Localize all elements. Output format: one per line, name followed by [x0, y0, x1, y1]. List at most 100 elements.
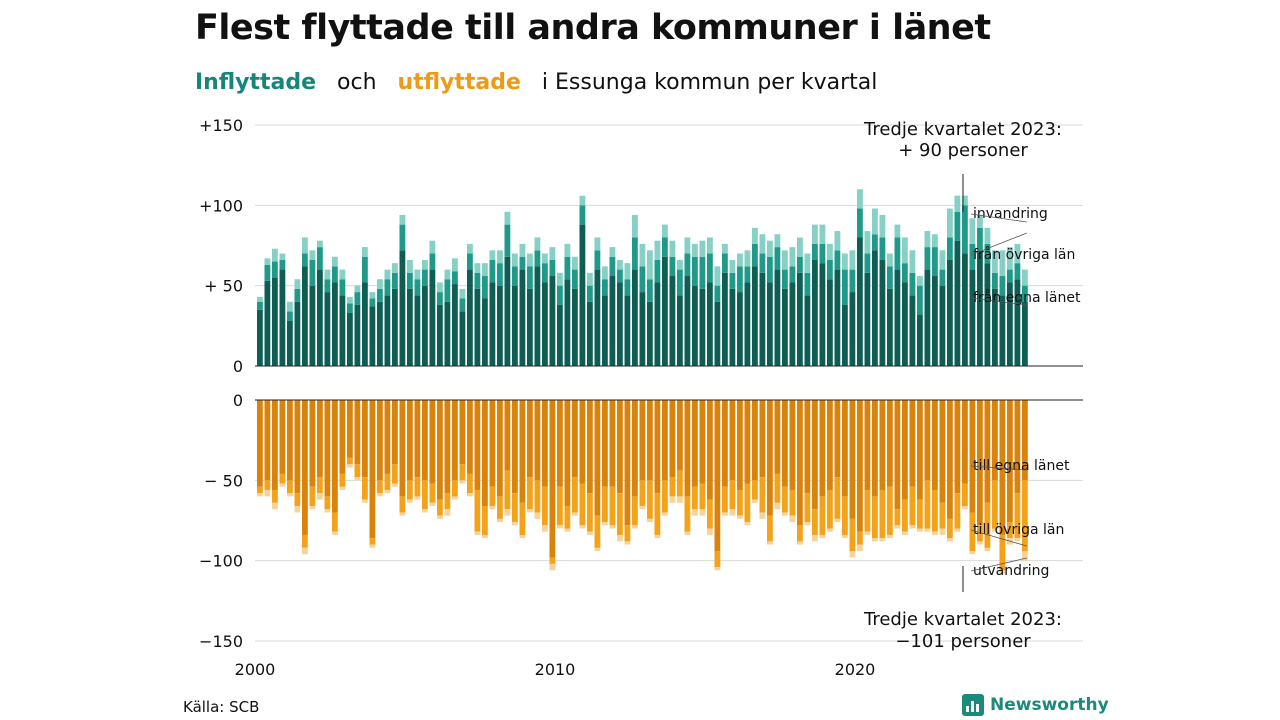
bar-out-segment	[879, 538, 886, 542]
bar-in-segment	[849, 292, 856, 366]
bar-in-segment	[834, 231, 841, 251]
bar-in-segment	[662, 237, 668, 257]
bar-out-segment	[257, 493, 263, 497]
bar-in-segment	[279, 269, 286, 366]
bar-in-segment	[902, 263, 908, 283]
bar-in-segment	[654, 282, 661, 366]
bar-out-segment	[632, 400, 638, 497]
bar-in-segment	[414, 279, 421, 296]
bar-out-segment	[1014, 493, 1021, 539]
bar-in-segment	[662, 256, 668, 366]
bar-out-segment	[474, 531, 481, 535]
bar-out-segment	[287, 493, 293, 497]
bar-in-segment	[969, 243, 976, 270]
bar-out-segment	[692, 400, 698, 487]
bar-in-segment	[609, 247, 616, 257]
bar-out-segment	[602, 400, 608, 487]
bar-in-segment	[984, 263, 991, 366]
bar-in-segment	[467, 269, 473, 366]
bar-in-segment	[677, 269, 683, 296]
bar-out-segment	[594, 515, 601, 548]
brand-name: Newsworthy	[990, 695, 1109, 715]
bar-in-segment	[887, 266, 893, 289]
bar-out-segment	[557, 400, 563, 487]
bar-in-segment	[707, 253, 713, 283]
bar-in-segment	[857, 208, 863, 238]
bar-in-segment	[774, 234, 781, 248]
bar-in-segment	[602, 279, 608, 296]
bar-out-segment	[354, 477, 361, 481]
bar-in-segment	[984, 227, 991, 244]
bar-out-segment	[324, 400, 331, 497]
bar-out-segment	[774, 502, 781, 510]
bar-in-segment	[842, 304, 848, 366]
bar-out-segment	[947, 518, 953, 539]
bar-in-segment	[399, 214, 406, 225]
bar-out-segment	[579, 400, 586, 484]
bar-out-segment	[894, 509, 901, 526]
bar-in-segment	[324, 292, 331, 366]
bar-out-segment	[932, 400, 938, 490]
bar-out-segment	[504, 509, 511, 516]
brand[interactable]: Newsworthy	[962, 694, 1109, 716]
bar-out-segment	[939, 528, 946, 535]
bar-out-segment	[512, 522, 518, 526]
bar-out-segment	[549, 400, 556, 558]
bar-out-segment	[302, 400, 308, 535]
bar-in-segment	[399, 224, 406, 251]
bar-out-segment	[872, 538, 878, 542]
bar-in-segment	[272, 277, 278, 366]
bar-out-segment	[437, 499, 443, 516]
bar-out-segment	[677, 470, 683, 497]
bar-out-segment	[722, 486, 728, 513]
bar-out-segment	[969, 512, 976, 552]
bar-in-segment	[617, 282, 623, 366]
bar-out-segment	[977, 400, 983, 526]
bar-out-segment	[572, 477, 578, 513]
bar-in-segment	[1022, 269, 1028, 286]
bar-in-segment	[932, 276, 938, 366]
bar-in-segment	[339, 295, 346, 366]
series-label-leader	[970, 213, 1027, 223]
bar-in-segment	[504, 211, 511, 225]
bar-in-segment	[534, 250, 541, 267]
bar-out-segment	[459, 400, 466, 465]
bar-in-segment	[954, 211, 961, 241]
bar-in-segment	[669, 240, 676, 257]
bar-out-segment	[279, 483, 286, 487]
bar-in-segment	[459, 298, 466, 312]
bar-out-segment	[827, 489, 833, 529]
bar-in-segment	[302, 253, 308, 267]
bar-in-segment	[527, 253, 533, 267]
bar-out-segment	[309, 486, 316, 507]
bar-in-segment	[362, 256, 368, 283]
bar-out-segment	[639, 506, 646, 510]
bar-out-segment	[272, 400, 278, 490]
bar-out-segment	[414, 400, 421, 478]
bar-in-segment	[774, 269, 781, 366]
bar-out-segment	[407, 499, 413, 503]
bar-in-segment	[932, 234, 938, 248]
bar-in-segment	[782, 250, 788, 270]
bar-out-segment	[489, 400, 496, 487]
bar-out-segment	[992, 480, 998, 529]
bar-in-segment	[1007, 247, 1013, 270]
bar-in-segment	[789, 247, 796, 267]
bar-out-segment	[324, 496, 331, 510]
bar-in-segment	[744, 250, 751, 267]
bar-out-segment	[759, 400, 766, 478]
bar-out-segment	[692, 486, 698, 510]
bar-in-segment	[332, 266, 338, 283]
bar-in-segment	[332, 256, 338, 267]
bar-in-segment	[527, 288, 533, 366]
bar-out-segment	[932, 531, 938, 535]
bar-out-segment	[639, 400, 646, 481]
bar-in-segment	[482, 263, 488, 277]
bar-out-segment	[864, 531, 871, 535]
bar-out-segment	[819, 534, 826, 539]
bar-in-segment	[759, 253, 766, 273]
bar-in-segment	[317, 247, 323, 270]
bar-in-segment	[662, 224, 668, 238]
bar-in-segment	[782, 288, 788, 366]
bar-in-segment	[729, 288, 736, 366]
